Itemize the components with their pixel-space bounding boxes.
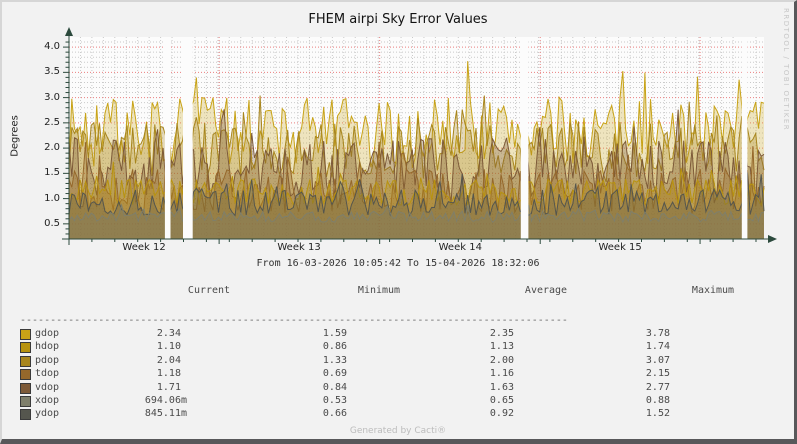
legend-col-header: Current bbox=[187, 285, 231, 296]
legend-series-name: hdop bbox=[35, 341, 60, 353]
legend-table: Current Minimum Average Maximum -----------… bbox=[20, 283, 750, 428]
x-week-label: Week 15 bbox=[598, 242, 642, 253]
legend-value-average: 1.13 bbox=[489, 341, 514, 353]
legend-series-name: ydop bbox=[35, 408, 60, 420]
legend-value-maximum: 2.15 bbox=[645, 368, 670, 380]
legend-series-name: tdop bbox=[35, 368, 60, 380]
legend-value-average: 2.00 bbox=[489, 354, 514, 366]
legend-value-current: 845.11m bbox=[144, 408, 187, 420]
legend-value-current: 694.06m bbox=[144, 395, 187, 406]
legend-series-name: gdop bbox=[35, 328, 60, 339]
legend-value-minimum: 0.84 bbox=[322, 381, 347, 393]
legend-value-minimum: 0.53 bbox=[322, 395, 347, 406]
legend-value-average: 1.63 bbox=[489, 381, 514, 393]
legend-color-swatch-vdop bbox=[20, 382, 31, 394]
legend-color-swatch-xdop bbox=[20, 396, 31, 407]
legend-row: gdop 2.34 1.59 2.35 3.78 bbox=[20, 328, 750, 341]
legend-row: tdop 1.18 0.69 1.16 2.15 bbox=[20, 368, 750, 381]
legend-value-minimum: 0.66 bbox=[322, 408, 347, 420]
legend-value-average: 0.92 bbox=[489, 408, 514, 420]
legend-col-header: Minimum bbox=[357, 285, 401, 296]
legend-value-current: 1.10 bbox=[156, 341, 187, 353]
legend-color-swatch-ydop bbox=[20, 409, 31, 421]
legend-color-swatch-hdop bbox=[20, 342, 31, 354]
legend-row: hdop 1.10 0.86 1.13 1.74 bbox=[20, 341, 750, 354]
x-week-label: Week 13 bbox=[277, 242, 321, 253]
legend-value-maximum: 2.77 bbox=[645, 381, 670, 393]
legend-value-maximum: 1.74 bbox=[645, 341, 670, 353]
generated-by-cacti-label: Generated by Cacti® bbox=[349, 426, 447, 436]
y-tick-label: 2.0 bbox=[44, 142, 60, 154]
legend-value-minimum: 0.86 bbox=[322, 341, 347, 353]
y-tick-label: 3.5 bbox=[44, 66, 60, 78]
y-tick-label: 0.5 bbox=[44, 217, 60, 229]
x-week-label: Week 14 bbox=[438, 242, 482, 253]
y-axis-label: Degrees bbox=[9, 115, 21, 157]
legend-value-maximum: 3.78 bbox=[645, 328, 670, 339]
y-tick-label: 1.0 bbox=[44, 192, 60, 204]
plot-area bbox=[62, 27, 777, 245]
legend-series-name: vdop bbox=[35, 381, 60, 393]
y-tick-label: 3.0 bbox=[44, 91, 60, 103]
legend-color-swatch-tdop bbox=[20, 369, 31, 381]
legend-value-average: 2.35 bbox=[489, 328, 514, 339]
legend-row: vdop 1.71 0.84 1.63 2.77 bbox=[20, 382, 750, 395]
legend-value-current: 1.71 bbox=[156, 381, 187, 393]
legend-row: ydop 845.11m 0.66 0.92 1.52 bbox=[20, 408, 750, 421]
legend-value-minimum: 1.59 bbox=[322, 328, 347, 339]
legend-series-name: xdop bbox=[35, 395, 60, 406]
legend-value-current: 2.04 bbox=[156, 354, 187, 366]
legend-value-minimum: 1.33 bbox=[322, 354, 347, 366]
legend-separator: ----------------------------------------… bbox=[20, 315, 568, 326]
chart-title: FHEM airpi Sky Error Values bbox=[308, 12, 488, 27]
legend-col-header: Maximum bbox=[691, 285, 735, 296]
y-tick-label: 4.0 bbox=[44, 41, 60, 53]
legend-value-current: 2.34 bbox=[156, 328, 187, 339]
x-week-label: Week 12 bbox=[122, 242, 166, 253]
legend-col-header: Average bbox=[524, 285, 568, 296]
legend-color-swatch-gdop bbox=[20, 329, 31, 340]
legend-value-maximum: 3.07 bbox=[645, 354, 670, 366]
legend-value-minimum: 0.69 bbox=[322, 368, 347, 380]
legend-value-current: 1.18 bbox=[156, 368, 187, 380]
legend-series-name: pdop bbox=[35, 354, 60, 366]
rrdtool-watermark: RRDTOOL / TOBI OETIKER bbox=[782, 8, 790, 132]
legend-row: pdop 2.04 1.33 2.00 3.07 bbox=[20, 355, 750, 368]
legend-color-swatch-pdop bbox=[20, 355, 31, 367]
legend-value-average: 1.16 bbox=[489, 368, 514, 380]
y-tick-label: 2.5 bbox=[44, 116, 60, 128]
legend-value-average: 0.65 bbox=[489, 395, 514, 406]
legend-value-maximum: 1.52 bbox=[645, 408, 670, 420]
legend-value-maximum: 0.88 bbox=[645, 395, 670, 406]
legend-row: xdop 694.06m 0.53 0.65 0.88 bbox=[20, 395, 750, 408]
date-range-label: From 16-03-2026 10:05:42 To 15-04-2026 1… bbox=[256, 258, 540, 269]
y-tick-label: 1.5 bbox=[44, 167, 60, 179]
